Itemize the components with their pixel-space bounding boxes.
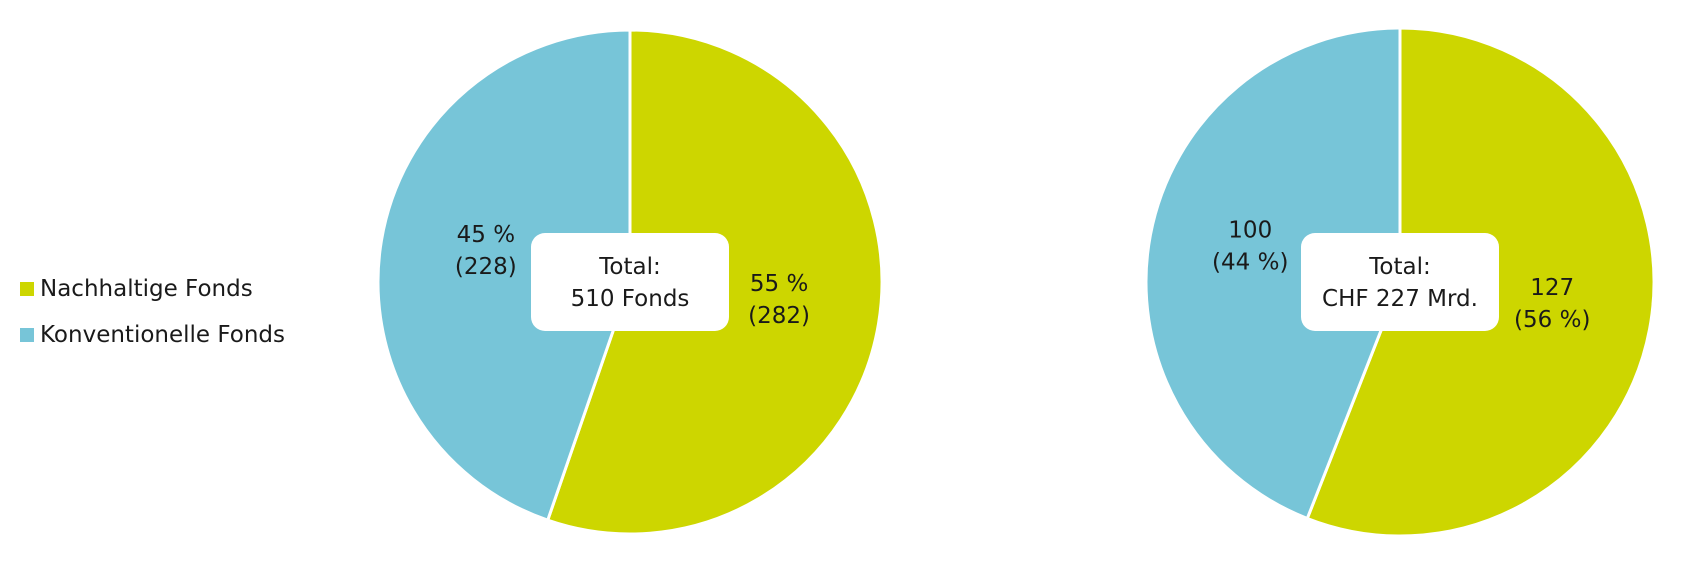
total-label: Total: CHF 227 Mrd. xyxy=(1322,254,1478,312)
total-label-line: CHF 227 Mrd. xyxy=(1322,286,1478,312)
pie-slice xyxy=(376,28,632,522)
slice-label-line: 127 xyxy=(1530,275,1574,301)
slice-label-line: 55 % xyxy=(750,271,808,297)
slice-label-line: (56 %) xyxy=(1514,307,1590,333)
legend-item-nachhaltige: Nachhaltige Fonds xyxy=(20,266,285,312)
total-label: Total: 510 Fonds xyxy=(571,254,690,312)
pie-slice xyxy=(1144,26,1402,520)
slice-label: 55 % (282) xyxy=(748,271,810,329)
total-label-line: Total: xyxy=(598,254,660,280)
legend-swatch-nachhaltige xyxy=(20,282,34,296)
legend: Nachhaltige Fonds Konventionelle Fonds xyxy=(20,266,285,358)
legend-label: Nachhaltige Fonds xyxy=(40,276,253,302)
pie-chart-1: 55 % (282) 45 % (228) Total: 510 Fonds xyxy=(376,28,884,536)
slice-label: 127 (56 %) xyxy=(1514,275,1590,333)
legend-item-konventionelle: Konventionelle Fonds xyxy=(20,312,285,358)
pie-chart-2: 127 (56 %) 100 (44 %) Total: CHF 227 Mrd. xyxy=(1144,26,1656,538)
slice-label-line: 45 % xyxy=(457,222,515,248)
total-box xyxy=(1301,233,1499,331)
slice-label: 100 (44 %) xyxy=(1212,218,1288,276)
legend-label: Konventionelle Fonds xyxy=(40,322,286,348)
total-label-line: Total: xyxy=(1368,254,1430,280)
slice-label: 45 % (228) xyxy=(455,222,517,280)
slice-label-line: 100 xyxy=(1228,218,1272,244)
slice-label-line: (44 %) xyxy=(1212,250,1288,276)
slice-label-line: (282) xyxy=(748,303,810,329)
total-label-line: 510 Fonds xyxy=(571,286,690,312)
legend-swatch-konventionelle xyxy=(20,328,34,342)
slice-label-line: (228) xyxy=(455,254,517,280)
total-box xyxy=(531,233,729,331)
